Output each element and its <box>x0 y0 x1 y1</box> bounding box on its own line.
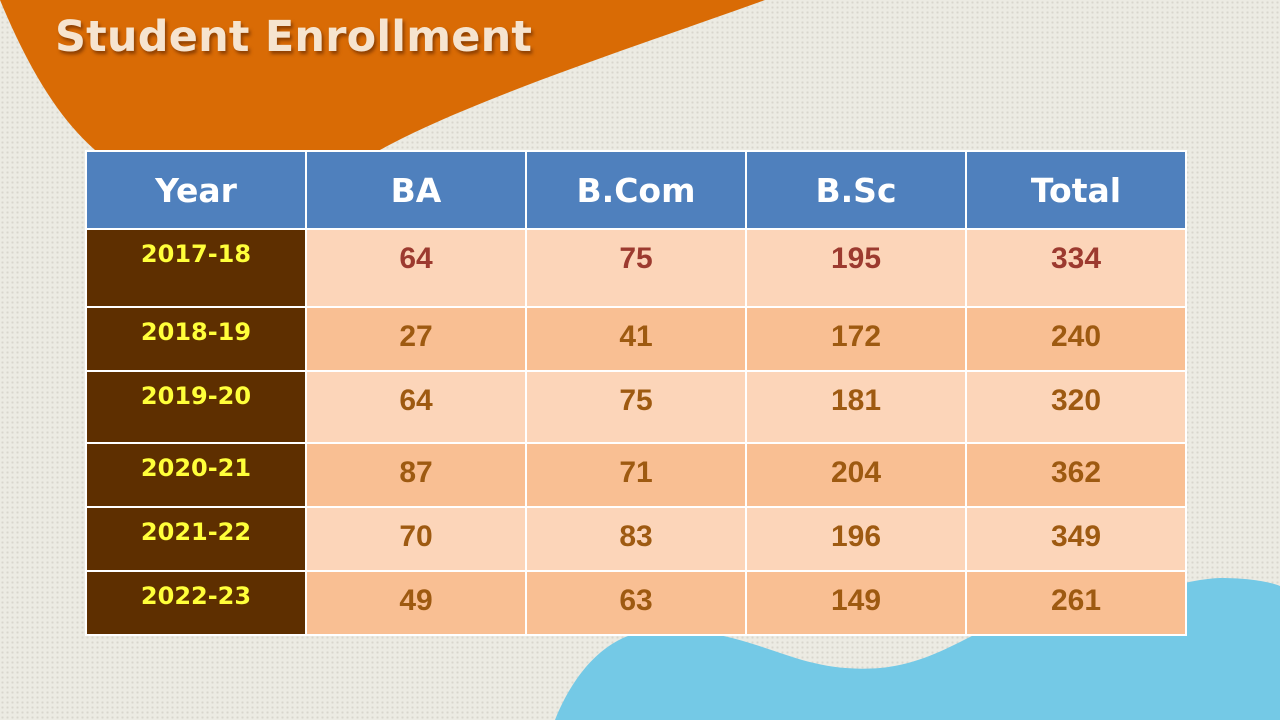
cell-year: 2018-19 <box>85 306 307 372</box>
header-bsc: B.Sc <box>745 150 967 230</box>
table-row: 2021-22 70 83 196 349 <box>85 506 1187 572</box>
cell-bsc: 204 <box>745 442 967 508</box>
table-row: 2020-21 87 71 204 362 <box>85 442 1187 508</box>
cell-bsc: 172 <box>745 306 967 372</box>
cell-year: 2021-22 <box>85 506 307 572</box>
cell-year: 2019-20 <box>85 370 307 444</box>
header-ba: BA <box>305 150 527 230</box>
cell-total: 362 <box>965 442 1187 508</box>
cell-bsc: 149 <box>745 570 967 636</box>
cell-bsc: 195 <box>745 228 967 308</box>
cell-total: 261 <box>965 570 1187 636</box>
cell-bsc: 196 <box>745 506 967 572</box>
header-total: Total <box>965 150 1187 230</box>
cell-year: 2020-21 <box>85 442 307 508</box>
cell-total: 334 <box>965 228 1187 308</box>
cell-bcom: 41 <box>525 306 747 372</box>
cell-total: 320 <box>965 370 1187 444</box>
cell-bcom: 71 <box>525 442 747 508</box>
cell-total: 349 <box>965 506 1187 572</box>
page-title: Student Enrollment <box>55 12 533 62</box>
cell-bcom: 75 <box>525 370 747 444</box>
cell-bsc: 181 <box>745 370 967 444</box>
cell-bcom: 63 <box>525 570 747 636</box>
cell-ba: 87 <box>305 442 527 508</box>
cell-year: 2022-23 <box>85 570 307 636</box>
table-row: 2017-18 64 75 195 334 <box>85 228 1187 308</box>
cell-ba: 64 <box>305 370 527 444</box>
cell-bcom: 75 <box>525 228 747 308</box>
table-row: 2022-23 49 63 149 261 <box>85 570 1187 636</box>
cell-total: 240 <box>965 306 1187 372</box>
cell-year: 2017-18 <box>85 228 307 308</box>
cell-ba: 27 <box>305 306 527 372</box>
cell-bcom: 83 <box>525 506 747 572</box>
orange-wave-shape <box>0 0 765 150</box>
table-header-row: Year BA B.Com B.Sc Total <box>85 150 1187 230</box>
header-year: Year <box>85 150 307 230</box>
header-bcom: B.Com <box>525 150 747 230</box>
table-row: 2019-20 64 75 181 320 <box>85 370 1187 444</box>
enrollment-table: Year BA B.Com B.Sc Total 2017-18 64 75 1… <box>85 150 1187 636</box>
cell-ba: 49 <box>305 570 527 636</box>
cell-ba: 64 <box>305 228 527 308</box>
cell-ba: 70 <box>305 506 527 572</box>
table-row: 2018-19 27 41 172 240 <box>85 306 1187 372</box>
